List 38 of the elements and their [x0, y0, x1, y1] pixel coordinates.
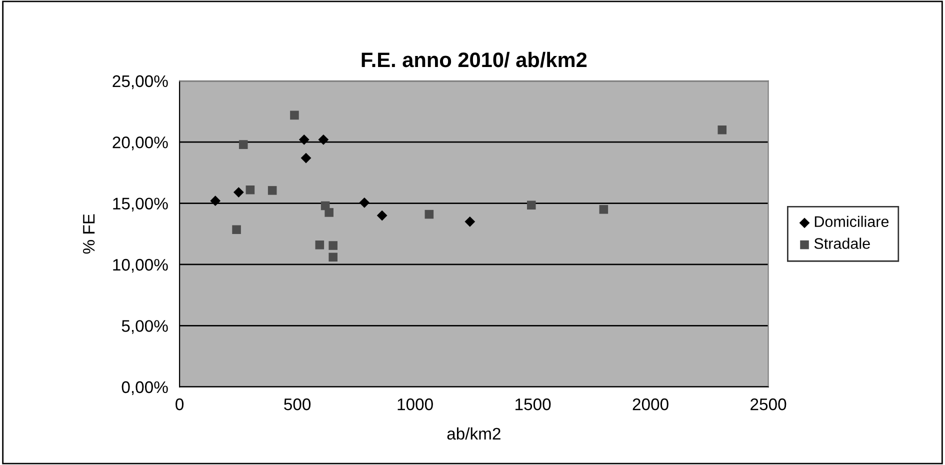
y-tick-label: 25,00% — [112, 75, 168, 90]
y-tick-label: 0,00% — [122, 381, 168, 396]
x-tick-label: 0 — [176, 398, 184, 410]
point — [359, 197, 370, 208]
x-tick-label: 1500 — [516, 398, 551, 410]
point — [599, 205, 608, 214]
x-tick-label: 2500 — [750, 398, 786, 410]
point — [268, 186, 277, 195]
point — [328, 252, 338, 262]
x-tick-label: 1000 — [398, 398, 433, 410]
point — [233, 187, 244, 198]
y-tick-label: 20,00% — [112, 136, 168, 150]
point — [232, 225, 241, 234]
point — [328, 241, 338, 250]
legend-label: Domiciliare — [814, 216, 889, 228]
x-tick-label: 500 — [284, 398, 311, 410]
point — [324, 208, 334, 217]
point — [210, 196, 221, 206]
point — [246, 185, 255, 194]
point — [315, 240, 324, 250]
point — [298, 134, 310, 145]
point — [424, 210, 434, 219]
point — [290, 110, 299, 120]
point — [718, 125, 727, 134]
point — [300, 152, 312, 164]
chart-title: F.E. anno 2010/ ab/km2 — [362, 52, 587, 68]
point — [376, 210, 388, 221]
point — [526, 200, 536, 210]
x-axis-title: ab/km2 — [447, 427, 500, 440]
y-axis-title: % FE — [83, 214, 95, 254]
legend-label: Stradale — [814, 238, 870, 249]
y-tick-label: 5,00% — [122, 320, 168, 334]
x-tick-label: 2000 — [632, 398, 668, 410]
point — [318, 134, 329, 145]
point — [238, 140, 248, 149]
y-tick-label: 10,00% — [113, 258, 168, 273]
point — [464, 216, 476, 227]
y-tick-label: 15,00% — [113, 198, 168, 212]
